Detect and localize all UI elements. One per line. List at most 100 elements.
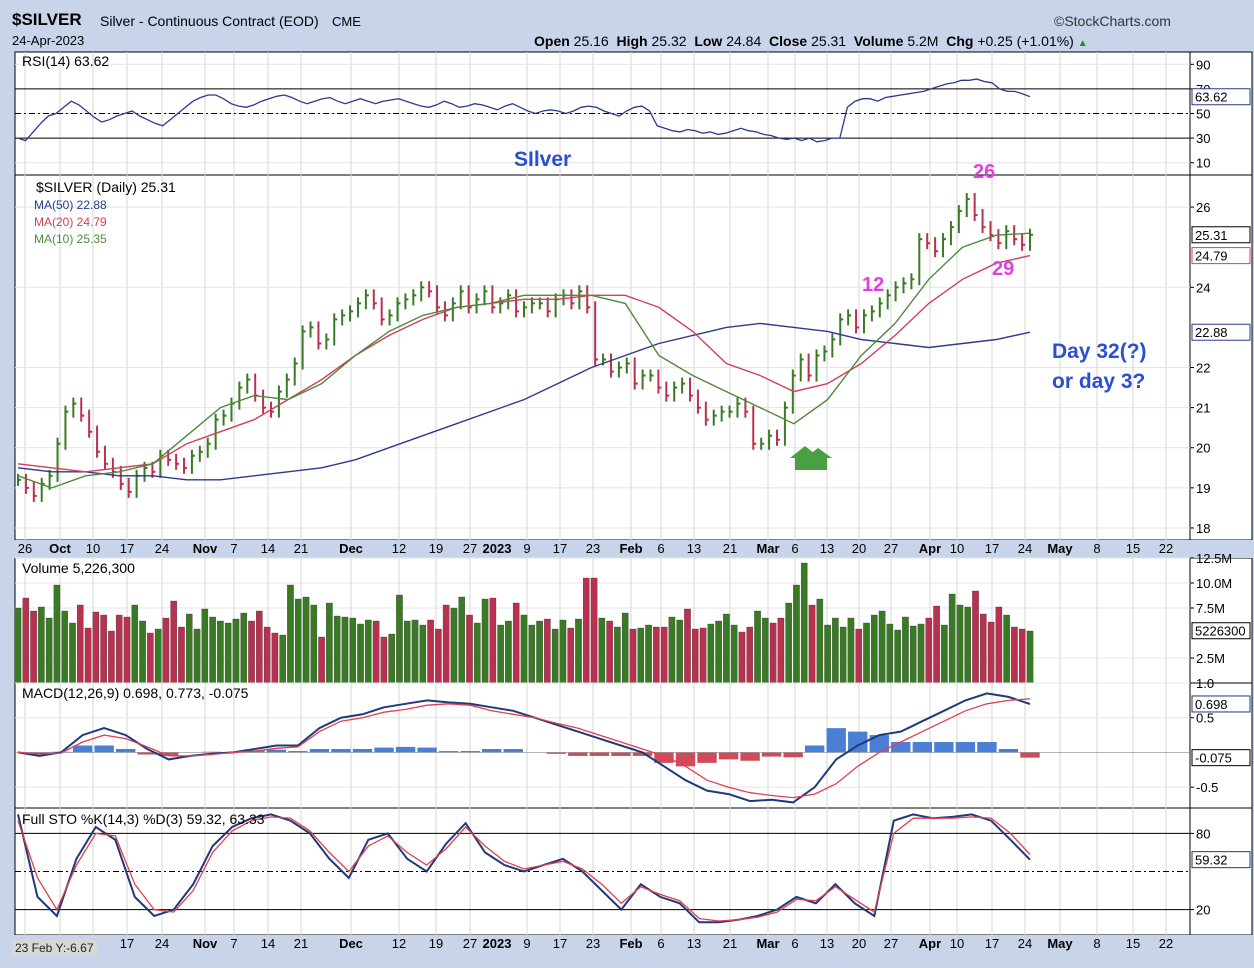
volume-bar-63: [505, 620, 512, 684]
x-tick-label-top-27: 10: [950, 541, 964, 556]
macd-hist-bar-15: [331, 748, 351, 753]
volume-bar-100: [793, 584, 800, 684]
volume-bar-85: [676, 619, 683, 684]
up-triangle-icon: ▲: [1077, 38, 1088, 49]
y-tick-label-sto-0: 80: [1196, 826, 1210, 841]
volume-bar-88: [699, 627, 707, 684]
macd-hist-bar-37: [804, 745, 825, 753]
volume-bar-83: [660, 626, 668, 684]
volume-bar-77: [614, 626, 621, 684]
volume-bar-90: [715, 620, 722, 684]
volume-bar-3: [38, 606, 45, 684]
volume-bar-46: [372, 620, 380, 684]
sto-legend: Full STO %K(14,3) %D(3) 59.32, 63.33: [22, 811, 265, 827]
x-tick-label-top-10: 12: [392, 541, 406, 556]
macd-hist-bar-27: [589, 752, 610, 756]
macd-hist-bar-16: [352, 748, 373, 753]
macd-hist-bar-5: [115, 748, 136, 753]
y-tick-label-rsi-4: 10: [1196, 156, 1210, 171]
y-tick-label-volume-2: 7.5M: [1196, 601, 1225, 616]
macd-hist-bar-38: [826, 728, 846, 753]
cycle-count-29: 29: [992, 258, 1015, 280]
macd-legend: MACD(12,26,9) 0.698, 0.773, -0.075: [22, 685, 249, 701]
volume-bar-32: [263, 626, 271, 684]
y-tick-label-price-6: 18: [1196, 521, 1210, 536]
volume-bar-81: [645, 624, 652, 684]
y-tick-label-price-3: 21: [1196, 401, 1210, 416]
price-legend-3: MA(10) 25.35: [34, 232, 107, 246]
cycle-count-12: 12: [862, 274, 885, 296]
volume-bar-126: [995, 606, 1003, 684]
x-tick-label-bottom-22: 27: [884, 936, 898, 951]
volume-bar-54: [435, 628, 442, 684]
volume-bar-113: [894, 629, 901, 684]
value-badge-price-2: [1191, 323, 1251, 341]
x-tick-label-bottom-6: Dec: [339, 936, 363, 951]
volume-bar-96: [762, 617, 769, 684]
x-tick-label-bottom-20: 13: [820, 936, 834, 951]
volume-bar-109: [863, 622, 870, 684]
x-tick-label-bottom-7: 12: [392, 936, 406, 951]
x-tick-label-top-3: 17: [120, 541, 134, 556]
volume-bar-10: [92, 611, 100, 684]
volume-bar-101: [800, 562, 808, 684]
volume-bar-86: [684, 608, 691, 684]
macd-hist-bar-26: [568, 752, 588, 756]
volume-bar-60: [481, 598, 489, 684]
volume-bar-6: [61, 610, 68, 684]
macd-hist-bar-29: [632, 752, 653, 756]
macd-hist-bar-3: [72, 745, 93, 753]
volume-bar-102: [808, 604, 816, 684]
value-badge-price-0: [1191, 226, 1251, 244]
volume-bar-30: [248, 620, 255, 684]
x-tick-label-top-19: 13: [687, 541, 701, 556]
x-axis-strip-top: [0, 540, 1254, 558]
volume-bar-121: [956, 604, 964, 684]
volume-bar-18: [154, 628, 162, 684]
volume-bar-40: [326, 602, 333, 684]
y-tick-label-volume-1: 10.0M: [1196, 576, 1232, 591]
x-tick-label-bottom-5: 21: [294, 936, 308, 951]
volume-bar-28: [232, 618, 240, 684]
volume-value: 5.2M: [907, 33, 939, 49]
macd-hist-bar-14: [309, 748, 330, 753]
x-tick-label-top-0: 26: [18, 541, 32, 556]
macd-hist-bar-9: [202, 751, 222, 753]
y-tick-label-rsi-2: 50: [1196, 107, 1210, 122]
volume-bar-123: [972, 590, 979, 684]
volume-bar-34: [279, 634, 286, 684]
volume-bar-66: [528, 624, 536, 684]
volume-bar-0: [14, 607, 22, 684]
y-tick-label-price-2: 22: [1196, 361, 1210, 376]
value-badge-text-sto-0: 59.32: [1195, 853, 1228, 868]
x-tick-label-bottom-3: 7: [230, 936, 237, 951]
volume-bar-71: [567, 627, 574, 684]
volume-bar-48: [388, 633, 395, 684]
panel-sto: [14, 807, 1191, 936]
volume-bar-75: [598, 617, 606, 684]
volume-bar-29: [240, 612, 248, 684]
volume-bar-35: [287, 584, 294, 684]
x-axis-strip-bottom: [0, 935, 1254, 963]
volume-bar-111: [878, 610, 886, 684]
x-tick-label-top-7: 14: [261, 541, 275, 556]
volume-bar-116: [917, 623, 925, 684]
day-count-label-2: or day 3?: [1052, 370, 1146, 393]
volume-bar-22: [185, 613, 193, 684]
volume-bar-117: [925, 617, 933, 684]
volume-bar-36: [294, 598, 302, 684]
x-tick-label-top-30: May: [1047, 541, 1073, 556]
x-tick-label-top-18: 6: [657, 541, 664, 556]
macd-hist-bar-12: [266, 749, 287, 753]
description-label: Silver - Continuous Contract (EOD): [100, 13, 319, 29]
x-tick-label-top-11: 19: [429, 541, 443, 556]
volume-bar-56: [450, 607, 458, 684]
volume-bar-57: [458, 596, 465, 684]
macd-hist-bar-17: [374, 747, 394, 753]
x-tick-label-top-16: 23: [586, 541, 600, 556]
high-label: High: [616, 33, 648, 49]
macd-hist-bar-41: [891, 742, 911, 753]
value-badge-rsi-0: [1191, 88, 1251, 106]
